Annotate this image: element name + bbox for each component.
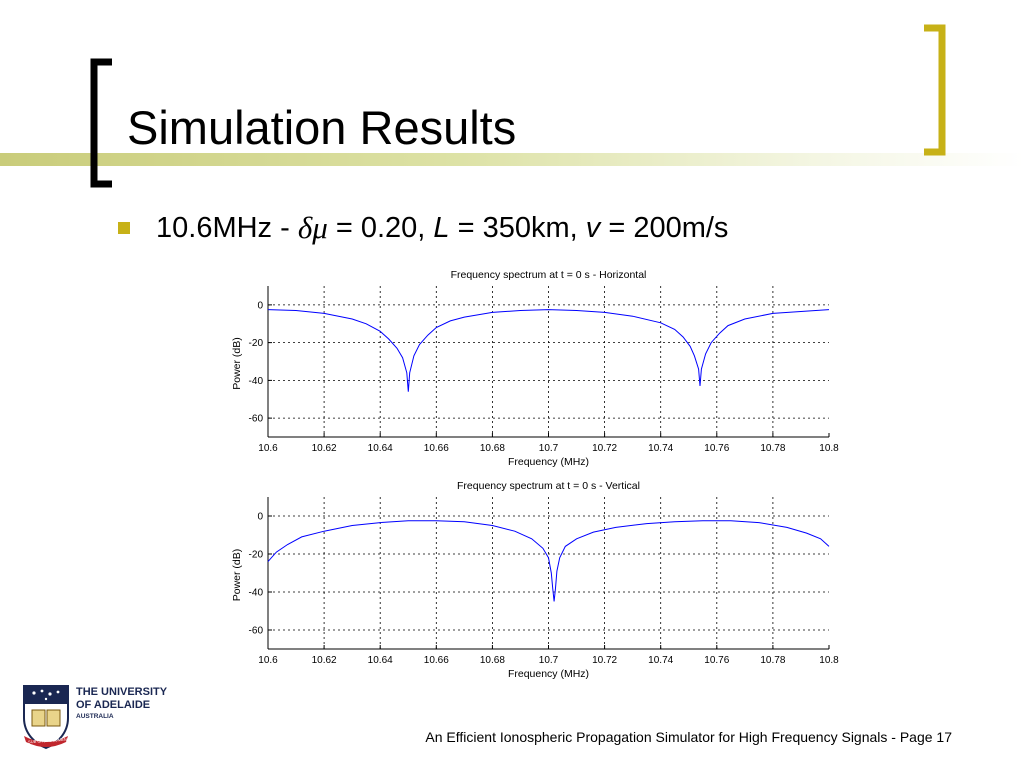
x-tick-label: 10.64 — [368, 443, 393, 454]
bullet-part3: = 200m/s — [600, 211, 729, 244]
page-title: Simulation Results — [127, 101, 517, 154]
series-line — [267, 309, 830, 392]
bullet-item: 10.6MHz - δμ = 0.20, L = 350km, v = 200m… — [118, 210, 728, 246]
x-tick-label: 10.66 — [424, 443, 449, 454]
x-tick-label: 10.7 — [539, 443, 559, 454]
x-tick-label: 10.72 — [592, 443, 617, 454]
logo-line2: OF ADELAIDE — [76, 699, 151, 711]
bullet-marker — [118, 222, 130, 234]
x-tick-label: 10.78 — [760, 655, 785, 666]
y-tick-label: -60 — [249, 414, 264, 425]
x-tick-label: 10.74 — [648, 443, 673, 454]
x-tick-label: 10.66 — [424, 655, 449, 666]
x-tick-label: 10.68 — [480, 443, 505, 454]
university-logo: THE UNIVERSITY OF ADELAIDE AUSTRALIA SUB… — [20, 684, 180, 754]
right-bracket — [924, 24, 946, 156]
y-tick-label: -20 — [249, 338, 264, 349]
bullet-part2: = 350km, — [449, 211, 586, 244]
x-tick-label: 10.8 — [819, 443, 839, 454]
logo-line3: AUSTRALIA — [76, 713, 114, 720]
x-axis-label: Frequency (MHz) — [508, 456, 589, 468]
x-tick-label: 10.68 — [480, 655, 505, 666]
left-bracket — [90, 58, 112, 188]
x-tick-label: 10.62 — [312, 655, 337, 666]
x-tick-label: 10.62 — [312, 443, 337, 454]
y-tick-label: -40 — [249, 376, 264, 387]
bullet-var-v: v — [585, 211, 601, 244]
x-tick-label: 10.64 — [368, 655, 393, 666]
bullet-prefix: 10.6MHz - — [156, 211, 298, 244]
x-tick-label: 10.72 — [592, 655, 617, 666]
footer-text: An Efficient Ionospheric Propagation Sim… — [425, 729, 952, 745]
chart-title: Frequency spectrum at t = 0 s - Vertical — [457, 480, 640, 492]
x-tick-label: 10.76 — [704, 443, 729, 454]
y-axis-label: Power (dB) — [231, 337, 243, 390]
bullet-symbol: δμ — [297, 210, 328, 245]
y-tick-label: 0 — [257, 300, 263, 311]
chart-title: Frequency spectrum at t = 0 s - Horizont… — [451, 269, 647, 281]
bullet-var-L: L — [433, 211, 450, 244]
title-band — [0, 153, 1024, 166]
y-tick-label: 0 — [257, 512, 263, 523]
x-tick-label: 10.74 — [648, 655, 673, 666]
x-axis-label: Frequency (MHz) — [508, 668, 589, 680]
y-tick-label: -40 — [249, 588, 264, 599]
bullet-part1: = 0.20, — [327, 211, 434, 244]
logo-line1: THE UNIVERSITY — [76, 686, 168, 698]
x-tick-label: 10.6 — [258, 655, 278, 666]
x-tick-label: 10.76 — [704, 655, 729, 666]
y-axis-label: Power (dB) — [231, 549, 243, 602]
x-tick-label: 10.6 — [258, 443, 278, 454]
crest-icon — [23, 685, 69, 750]
x-tick-label: 10.78 — [760, 443, 785, 454]
y-tick-label: -60 — [249, 626, 264, 637]
x-tick-label: 10.8 — [819, 655, 839, 666]
series-line — [267, 520, 830, 602]
y-tick-label: -20 — [249, 550, 264, 561]
x-tick-label: 10.7 — [539, 655, 559, 666]
